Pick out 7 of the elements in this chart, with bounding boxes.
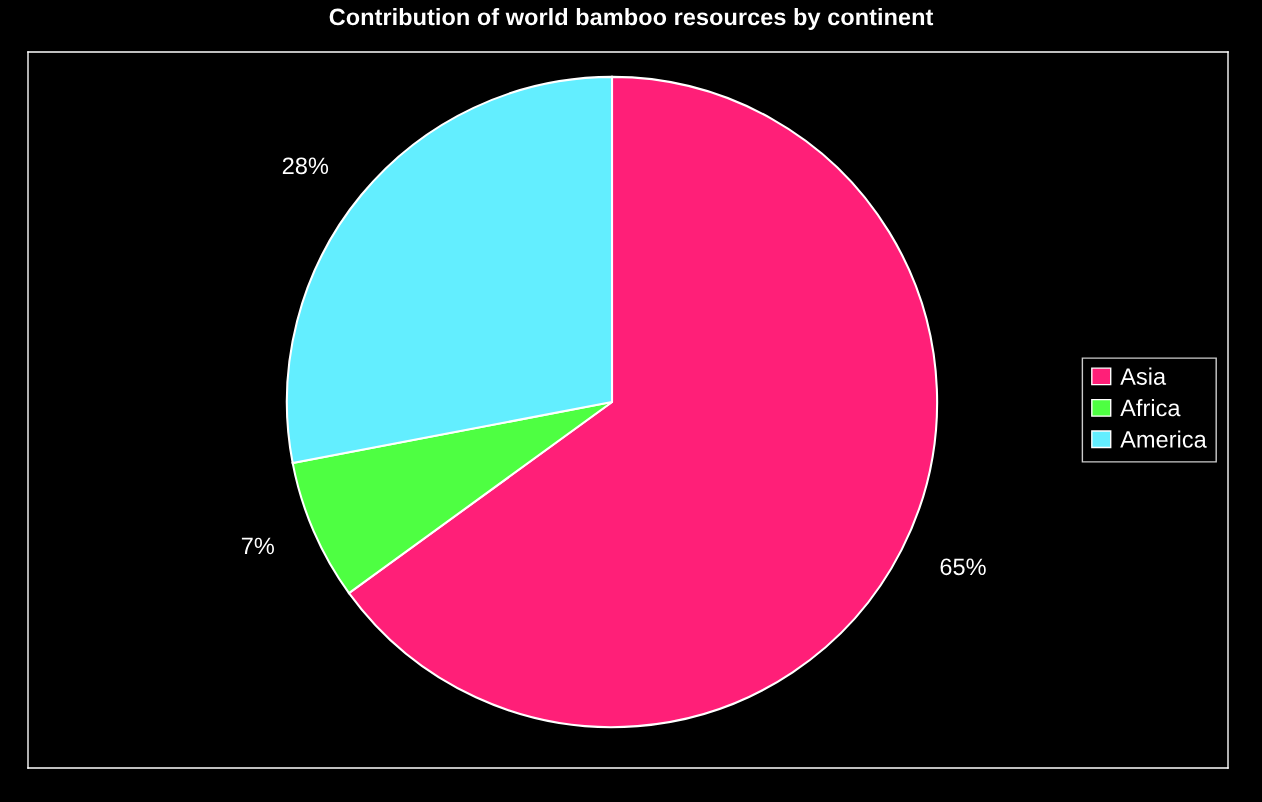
data-label: 7%	[241, 537, 274, 555]
legend-label: Africa	[1120, 398, 1181, 417]
data-label: 65%	[940, 558, 986, 576]
chart-title: Contribution of world bamboo resources by continent	[329, 8, 934, 30]
legend-label: America	[1120, 430, 1207, 448]
legend-label: Asia	[1120, 367, 1167, 385]
data-label: 28%	[282, 157, 329, 175]
